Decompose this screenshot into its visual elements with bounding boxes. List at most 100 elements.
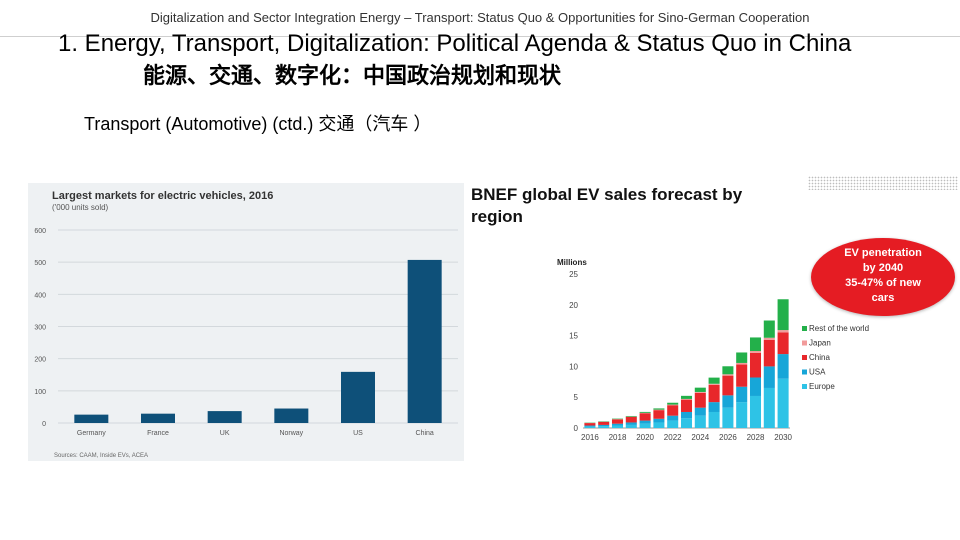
chart2-bar-segment bbox=[722, 375, 734, 396]
chart2-bar-segment bbox=[694, 391, 706, 393]
chart2-bar-segment bbox=[722, 374, 734, 376]
chart1-xtick-label: France bbox=[147, 430, 169, 437]
ev-markets-chart: Largest markets for electric vehicles, 2… bbox=[28, 183, 464, 461]
chart2-bar-segment bbox=[749, 395, 762, 428]
chart2-bar-segment bbox=[625, 424, 637, 428]
chart2-bar-segment bbox=[611, 419, 624, 424]
chart2-ytick-label: 15 bbox=[569, 332, 578, 341]
chart1-ytick-label: 100 bbox=[34, 389, 46, 396]
header-text: Digitalization and Sector Integration En… bbox=[150, 10, 810, 25]
chart2-legend-label: Rest of the world bbox=[809, 324, 869, 333]
header-divider bbox=[0, 36, 960, 37]
chart1-bar bbox=[141, 413, 175, 423]
decorative-dotted-band bbox=[808, 176, 958, 190]
chart2-bar-segment bbox=[680, 418, 693, 428]
chart1-bar bbox=[341, 371, 375, 423]
chart2-bar-segment bbox=[680, 398, 693, 400]
chart1-bar bbox=[407, 259, 442, 423]
chart2-bar-segment bbox=[653, 408, 665, 410]
chart2-title-line-2: region bbox=[471, 207, 523, 226]
chart2-bar-segment bbox=[736, 364, 748, 387]
chart2-bar-segment bbox=[667, 405, 679, 416]
chart2-xtick-label: 2018 bbox=[609, 433, 627, 442]
chart1-ytick-label: 400 bbox=[34, 292, 46, 299]
chart2-legend-swatch bbox=[802, 355, 807, 360]
chart2-xtick-label: 2026 bbox=[719, 433, 737, 442]
chart2-bar-segment bbox=[653, 410, 665, 419]
chart2-bar-segment bbox=[639, 423, 651, 428]
bnef-forecast-chart: BNEF global EV sales forecast by region Mi… bbox=[468, 180, 869, 448]
chart2-bar-segment bbox=[722, 366, 734, 375]
chart1-ytick-label: 500 bbox=[34, 260, 46, 267]
chart2-legend-label: China bbox=[809, 353, 830, 362]
chart2-xtick-label: 2024 bbox=[691, 433, 709, 442]
chart1-subtitle: ('000 units sold) bbox=[52, 203, 109, 212]
chart2-bar-segment bbox=[639, 420, 651, 424]
chart2-bar-segment bbox=[667, 402, 679, 405]
chart2-legend-label: Europe bbox=[809, 382, 835, 391]
slide-header: Digitalization and Sector Integration En… bbox=[0, 0, 960, 38]
chart1-xtick-label: China bbox=[416, 430, 434, 437]
chart2-xtick-label: 2016 bbox=[581, 433, 599, 442]
chart2-legend-swatch bbox=[802, 340, 807, 346]
chart2-xtick-label: 2022 bbox=[664, 433, 682, 442]
chart1-ytick-label: 600 bbox=[34, 228, 46, 235]
chart2-bar-segment bbox=[736, 362, 748, 365]
chart2-xtick-label: 2020 bbox=[636, 433, 654, 442]
badge-line-3: 35-47% of new bbox=[845, 277, 921, 289]
chart2-bar-segment bbox=[749, 337, 762, 351]
chart1-title: Largest markets for electric vehicles, 2… bbox=[52, 190, 273, 202]
chart2-bar-segment bbox=[611, 423, 624, 426]
chart2-xtick-label: 2028 bbox=[747, 433, 765, 442]
chart1-xtick-label: Norway bbox=[279, 430, 303, 437]
chart2-ytick-label: 0 bbox=[574, 424, 579, 433]
chart2-bar-segment bbox=[763, 339, 775, 367]
chart2-legend-swatch bbox=[802, 326, 807, 331]
ev-penetration-badge: EV penetration by 2040 35-47% of new car… bbox=[811, 238, 955, 316]
chart2-bar-segment bbox=[694, 407, 706, 416]
badge-line-1: EV penetration bbox=[844, 247, 922, 259]
chart2-legend: Rest of the world Japan China USA Europe bbox=[802, 324, 869, 391]
chart1-ytick-label: 0 bbox=[42, 421, 46, 428]
chart2-ytick-label: 20 bbox=[569, 301, 578, 310]
chart2-bar-segment bbox=[667, 415, 679, 421]
chart2-bar-segment bbox=[763, 387, 775, 428]
slide-title-chinese: 能源、交通、数字化：中国政治规划和现状 bbox=[143, 64, 562, 89]
chart2-ylabel: Millions bbox=[557, 258, 587, 267]
chart2-bar-segment bbox=[763, 366, 775, 388]
chart2-bar-segment bbox=[625, 416, 637, 423]
chart2-bar-segment bbox=[653, 418, 665, 423]
chart1-bar bbox=[74, 414, 109, 423]
chart2-bar-segment bbox=[694, 387, 706, 392]
chart2-bar-segment bbox=[736, 402, 748, 428]
chart2-bar-segment bbox=[736, 386, 748, 403]
chart2-ytick-label: 10 bbox=[569, 362, 578, 371]
chart1-source: Sources: CAAM, Inside EVs, ACEA bbox=[54, 453, 148, 459]
badge-line-2: by 2040 bbox=[862, 262, 904, 274]
chart1-ytick-label: 300 bbox=[34, 325, 46, 332]
chart1-bar bbox=[274, 408, 309, 423]
chart2-bar-segment bbox=[708, 383, 720, 385]
chart2-bar-segment bbox=[639, 411, 651, 413]
chart1-xtick-label: US bbox=[353, 430, 363, 437]
chart2-bar-segment bbox=[667, 420, 679, 428]
chart2-bar-segment bbox=[680, 411, 693, 419]
chart2-legend-swatch bbox=[802, 369, 807, 375]
chart2-bar-segment bbox=[584, 423, 596, 426]
chart2-bar-segment bbox=[736, 352, 748, 363]
chart2-bar-segment bbox=[694, 392, 706, 408]
chart2-bar-segment bbox=[680, 399, 693, 412]
chart2-bar-segment bbox=[584, 426, 596, 428]
chart2-bar-segment bbox=[598, 421, 610, 425]
chart2-bar-segment bbox=[708, 402, 720, 412]
chart1-ytick-label: 200 bbox=[34, 357, 46, 364]
chart2-ytick-label: 25 bbox=[569, 270, 578, 279]
chart2-bar-segment bbox=[694, 415, 706, 428]
badge-line-4: cars bbox=[871, 292, 895, 304]
chart2-xtick-label: 2030 bbox=[774, 433, 792, 442]
chart2-ytick-label: 5 bbox=[574, 393, 579, 402]
chart2-bar-segment bbox=[722, 395, 734, 408]
chart2-bar-segment bbox=[598, 426, 610, 428]
section-subtitle: Transport (Automotive) (ctd.) 交通（汽车 ） bbox=[84, 114, 432, 134]
chart2-bar-segment bbox=[625, 422, 637, 425]
